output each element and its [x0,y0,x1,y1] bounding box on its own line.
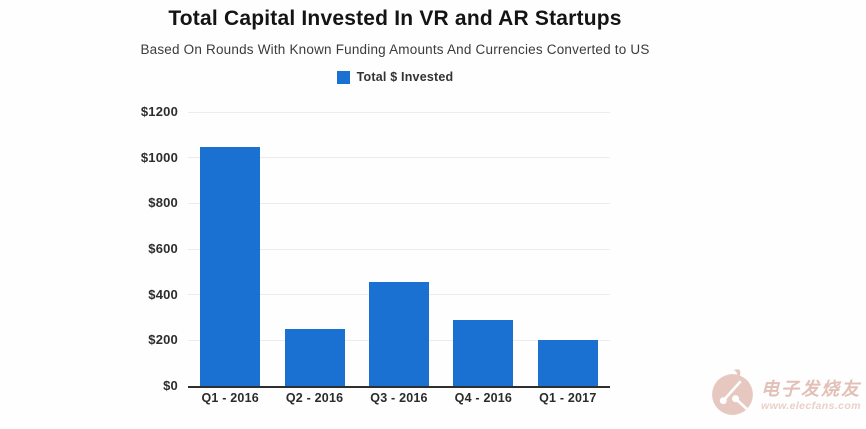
y-tick-label: $600 [148,241,178,256]
elecfans-logo-icon [712,369,753,415]
bar-Q1-2017[interactable] [537,340,598,386]
legend-label: Total $ Invested [356,70,454,84]
x-tick-label: Q3 - 2016 [370,391,428,405]
gridline-$800 [188,202,610,204]
gridline-$1000 [188,157,610,159]
x-tick-label: Q2 - 2016 [285,391,344,405]
x-tick-label: Q1 - 2017 [539,391,597,405]
chart-title: Total Capital Invested In VR and AR Star… [168,7,622,30]
gridline-$1200 [188,111,610,113]
gridline-$600 [188,248,610,250]
y-tick-label: $400 [148,286,178,302]
y-tick-label: $200 [148,332,178,348]
legend[interactable]: Total $ Invested [0,70,790,84]
x-tick-label: Q4 - 2016 [454,391,513,405]
watermark-brand: 电子发烧友 [761,379,861,399]
y-tick-label: $800 [148,195,178,211]
bar-Q1-2016[interactable] [200,147,261,386]
bar-Q4-2016[interactable] [453,319,514,386]
y-tick-label: $0 [163,378,178,393]
y-tick-label: $1000 [140,149,178,165]
x-axis-labels: Q1 - 2016 Q2 - 2016 Q3 - 2016 Q4 - 2016 Q1 -… [188,391,610,409]
y-tick-label: $1200 [140,104,178,119]
bar-Q3-2016[interactable] [369,282,429,386]
plot-area [188,111,610,388]
watermark-text: 电子发烧友 www.elecfans.com [761,367,861,412]
chart-subtitle: Based On Rounds With Known Funding Amoun… [140,42,650,57]
y-axis-labels: $0 $200 $400 $600 $800 $1000 $1200 [0,104,178,393]
legend-swatch-icon [336,70,350,84]
x-tick-label: Q1 - 2016 [201,391,259,405]
bar-Q2-2016[interactable] [284,328,345,386]
watermark: 电子发烧友 www.elecfans.com [709,367,861,417]
chart-area: Total Capital Invested In VR and AR Star… [0,7,790,409]
watermark-url: www.elecfans.com [761,400,861,412]
